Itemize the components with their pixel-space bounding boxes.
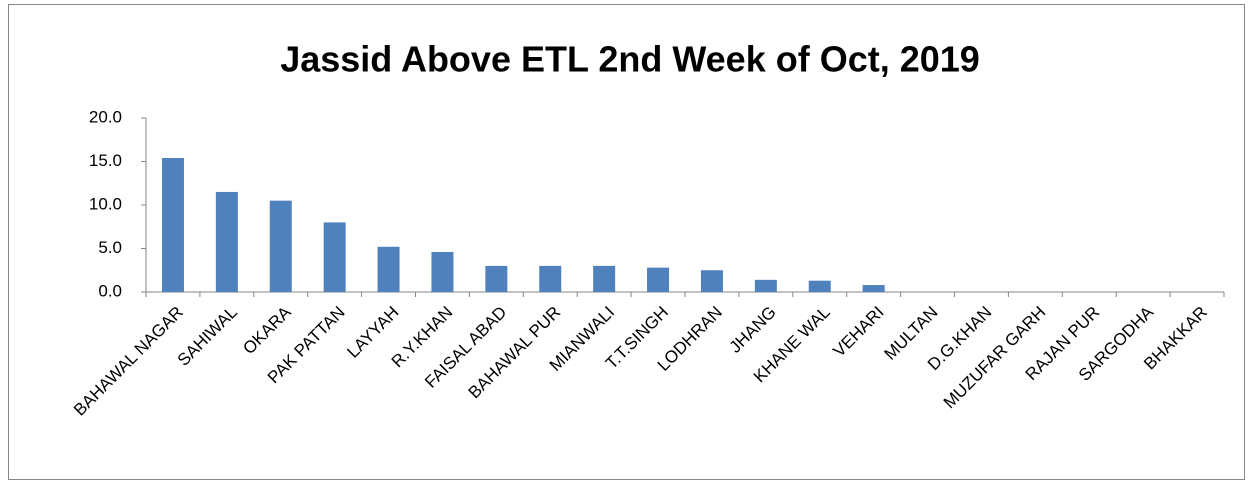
chart-title: Jassid Above ETL 2nd Week of Oct, 2019 — [280, 39, 980, 80]
y-tick-label: 0.0 — [98, 281, 122, 300]
chart-frame — [8, 4, 1245, 480]
bar — [323, 222, 346, 292]
bar — [700, 270, 723, 292]
y-tick-label: 10.0 — [89, 194, 122, 213]
y-tick-label: 5.0 — [98, 238, 122, 257]
bar — [161, 158, 184, 292]
bar — [485, 265, 508, 292]
bar — [862, 285, 885, 292]
bar — [754, 279, 777, 292]
bar — [377, 246, 400, 292]
bar — [593, 265, 616, 292]
y-tick-label: 15.0 — [89, 151, 122, 170]
bar — [539, 265, 562, 292]
bar — [215, 191, 238, 292]
bar — [808, 280, 831, 292]
bar — [647, 267, 670, 292]
bar — [431, 251, 454, 292]
bar — [269, 200, 292, 292]
y-tick-label: 20.0 — [89, 107, 122, 126]
